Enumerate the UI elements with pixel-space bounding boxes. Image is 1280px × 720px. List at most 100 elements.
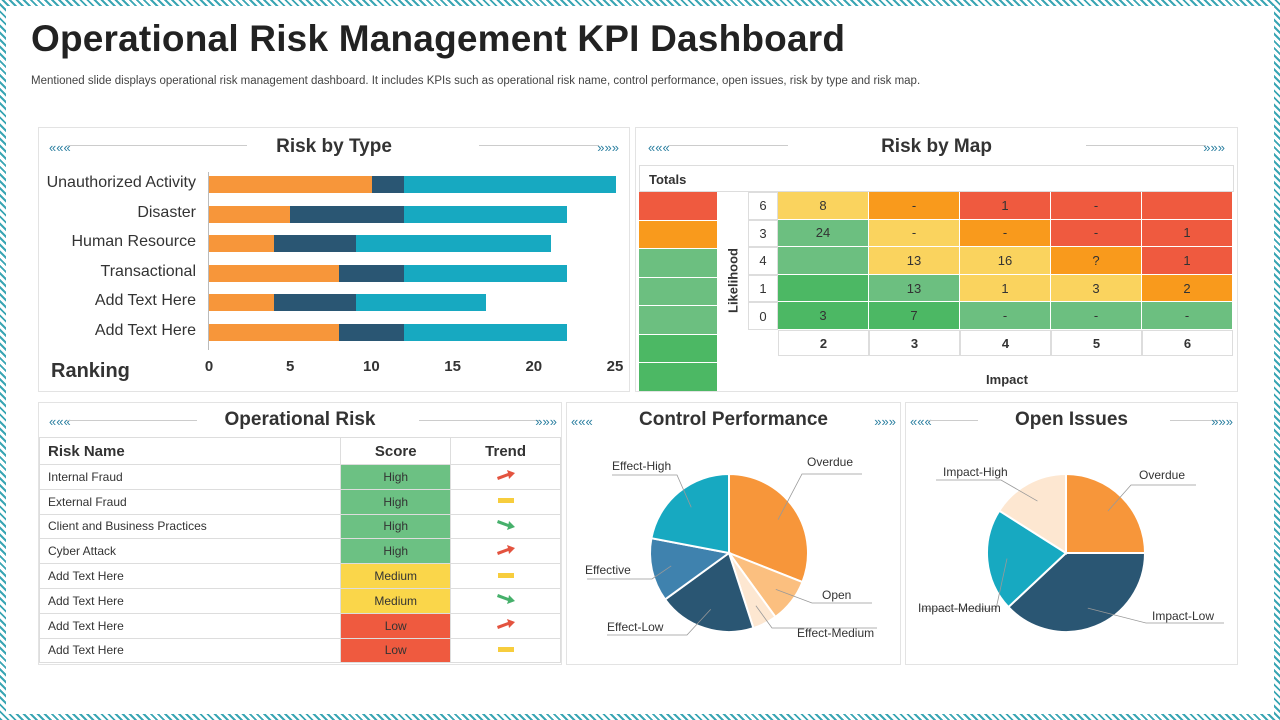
control-performance-pie: Overdue Open Effect-Medium Effect-Low Effect… bbox=[585, 455, 877, 640]
pie-label: Open bbox=[822, 588, 851, 602]
category-label: Unauthorized Activity bbox=[46, 174, 196, 191]
slide: Operational Risk Management KPI Dashboar… bbox=[6, 6, 1274, 714]
category-label: Add Text Here bbox=[94, 292, 196, 310]
risk-name-cell: Add Text Here bbox=[38, 637, 342, 664]
table-row: External Fraud High bbox=[38, 488, 561, 515]
risk-name-cell: Add Text Here bbox=[38, 587, 342, 614]
bar-segment bbox=[209, 235, 275, 253]
bar-segment bbox=[274, 235, 356, 253]
likelihood-row-label: 6 bbox=[748, 192, 778, 220]
ranking-label: Ranking bbox=[51, 360, 130, 382]
trend-cell bbox=[450, 637, 561, 664]
leader-line bbox=[612, 474, 692, 508]
heatmap-cell: 3 bbox=[778, 302, 869, 330]
totals-cell bbox=[639, 277, 717, 306]
heatmap-cell: 1 bbox=[960, 192, 1051, 220]
bar-segment bbox=[209, 176, 372, 193]
totals-cell bbox=[639, 220, 717, 249]
likelihood-row-label: 3 bbox=[748, 219, 778, 248]
risk-by-map-title: Risk by Map bbox=[881, 136, 992, 157]
leader-line bbox=[775, 588, 872, 604]
heatmap-cell: 16 bbox=[960, 247, 1051, 275]
bar-row bbox=[209, 294, 615, 312]
decor-left-icon: ««« bbox=[648, 140, 670, 155]
bar-segment bbox=[404, 205, 568, 223]
bar-row bbox=[209, 205, 615, 223]
bar-segment bbox=[290, 205, 405, 223]
trend-down-icon bbox=[496, 594, 515, 605]
impact-col-label: 3 bbox=[869, 330, 960, 356]
totals-cell bbox=[639, 334, 717, 363]
heatmap-cell: 3 bbox=[1051, 274, 1142, 303]
pie-label: Effect-Medium bbox=[797, 626, 874, 640]
page-subtitle: Mentioned slide displays operational ris… bbox=[31, 75, 921, 87]
trend-up-icon bbox=[496, 544, 515, 555]
table-row: Internal Fraud High bbox=[38, 464, 561, 490]
pie-label: Overdue bbox=[1139, 468, 1185, 482]
trend-cell bbox=[450, 612, 561, 639]
trend-cell bbox=[450, 488, 561, 515]
score-cell: Low bbox=[340, 612, 452, 639]
heatmap-cell: 1 bbox=[960, 274, 1051, 303]
heatmap-cell: - bbox=[869, 192, 960, 220]
leader-line bbox=[1087, 607, 1224, 624]
bar-segment bbox=[274, 294, 356, 312]
heatmap-cell bbox=[778, 247, 869, 275]
heatmap-cell: - bbox=[1051, 219, 1142, 248]
pie-slice bbox=[1065, 472, 1147, 554]
risk-name-cell: Client and Business Practices bbox=[38, 513, 342, 540]
likelihood-row-label: 4 bbox=[748, 247, 778, 275]
heatmap-cell: - bbox=[1142, 302, 1233, 330]
leader-line bbox=[921, 558, 1008, 610]
heatmap-cell: 13 bbox=[869, 274, 960, 303]
trend-cell bbox=[450, 464, 561, 490]
bar-segment bbox=[209, 264, 340, 282]
category-label: Human Resource bbox=[71, 233, 197, 251]
bar-segment bbox=[404, 324, 568, 341]
heatmap-cell bbox=[778, 274, 869, 303]
totals-label: Totals bbox=[649, 172, 687, 187]
col-header-trend: Trend bbox=[450, 437, 561, 465]
category-label: Transactional bbox=[100, 262, 196, 280]
x-tick-label: 15 bbox=[444, 358, 461, 375]
totals-cell bbox=[639, 192, 717, 220]
decor-left-icon: ««« bbox=[571, 414, 593, 429]
leader-line bbox=[607, 609, 711, 636]
leader-line bbox=[1107, 484, 1196, 512]
operational-risk-panel: ««« Operational Risk »»» Risk Name Score… bbox=[38, 402, 562, 665]
totals-cell bbox=[639, 306, 717, 334]
impact-col-label: 4 bbox=[960, 330, 1051, 356]
score-cell: High bbox=[340, 488, 452, 515]
leader-line bbox=[755, 605, 877, 629]
table-row: Add Text Here Medium bbox=[38, 587, 561, 614]
score-cell: High bbox=[340, 538, 452, 565]
impact-col-label: 2 bbox=[778, 330, 869, 356]
impact-col-label: 5 bbox=[1051, 330, 1142, 356]
decor-right-icon: »»» bbox=[1211, 414, 1233, 429]
operational-risk-title: Operational Risk bbox=[224, 409, 376, 430]
leader-line bbox=[587, 565, 672, 580]
decor-right-icon: »»» bbox=[597, 140, 619, 155]
heatmap-cell: 8 bbox=[778, 192, 869, 220]
table-row: Add Text Here Low bbox=[38, 637, 561, 664]
bar-segment bbox=[404, 264, 568, 282]
bar-row bbox=[209, 176, 616, 193]
risk-name-cell: Add Text Here bbox=[38, 563, 342, 589]
heatmap-cell: ? bbox=[1051, 247, 1142, 275]
bar-row bbox=[209, 264, 615, 282]
trend-flat-icon bbox=[497, 498, 514, 504]
impact-col-label: 6 bbox=[1142, 330, 1233, 356]
risk-name-cell: Add Text Here bbox=[38, 612, 342, 639]
decor-right-icon: »»» bbox=[1203, 140, 1225, 155]
x-tick-label: 5 bbox=[286, 358, 295, 375]
bar-segment bbox=[209, 324, 340, 341]
decor-right-icon: »»» bbox=[874, 414, 896, 429]
heatmap-cell: 24 bbox=[778, 219, 869, 248]
pie-slice bbox=[663, 551, 755, 633]
pie-label: Effective bbox=[585, 563, 631, 577]
trend-flat-icon bbox=[497, 572, 514, 578]
risk-name-cell: Cyber Attack bbox=[38, 538, 342, 565]
risk-by-type-panel: ««« Risk by Type »»» Unauthorized Activi… bbox=[38, 127, 630, 392]
pie-slice bbox=[986, 509, 1068, 609]
